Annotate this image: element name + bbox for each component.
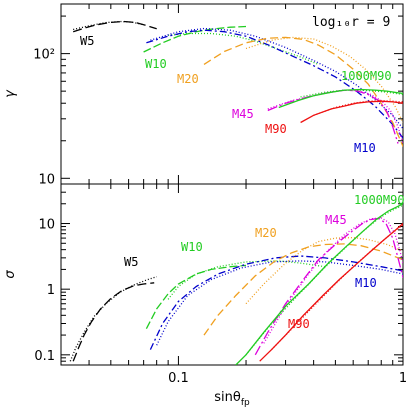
series-dotted-w5 xyxy=(73,20,144,31)
series-line-m10 xyxy=(149,255,403,350)
series-dotted-m45 xyxy=(267,89,403,144)
series-label-m90: M90 xyxy=(265,122,287,136)
series-label-1000m90: 1000M90 xyxy=(354,193,405,207)
series-label-w5: W5 xyxy=(124,255,138,269)
series-line-w10 xyxy=(145,264,247,329)
plot-frame xyxy=(60,3,404,185)
y-tick-label: 10 xyxy=(38,218,55,233)
series-dotted-w10 xyxy=(168,32,319,66)
series-label-m10: M10 xyxy=(355,276,377,290)
series-dotted-1000m90 xyxy=(300,89,403,98)
series-dotted-1000m90 xyxy=(245,204,403,356)
series-line-w5 xyxy=(72,282,155,362)
panel-sigma: 0.1 1 10 0.1 1 σ sinθfp W5 W10 M10 M20 M45 1000M90 M9… xyxy=(3,183,407,408)
series-line-m90 xyxy=(259,223,403,362)
series-line-m10 xyxy=(146,29,403,139)
series-line-m20 xyxy=(203,36,403,147)
panel-annotation: log₁₀r = 9 xyxy=(312,15,390,30)
y-tick-label: 10 xyxy=(38,172,55,187)
y-axis-label: σ xyxy=(3,270,18,279)
plot-area xyxy=(69,203,403,365)
series-line-1000m90 xyxy=(278,88,403,109)
y-axis-label: γ xyxy=(3,89,18,98)
x-tick-label: 0.1 xyxy=(168,371,189,386)
series-dotted-w5 xyxy=(69,276,157,362)
series-line-m20 xyxy=(203,243,403,336)
y-tick-label: 0.1 xyxy=(34,349,55,364)
series-dotted-m20 xyxy=(245,236,403,305)
series-dotted-w10 xyxy=(167,260,326,300)
series-label-m45: M45 xyxy=(325,213,347,227)
series-dotted-m90 xyxy=(271,224,403,351)
series-label-w10: W10 xyxy=(145,57,167,71)
x-axis-label: sinθfp xyxy=(214,390,250,408)
series-label-w10: W10 xyxy=(181,240,203,254)
series-line-1000m90 xyxy=(235,203,403,365)
series-label-m90: M90 xyxy=(288,317,310,331)
y-tick-label: 1 xyxy=(47,283,55,298)
x-tick-label: 1 xyxy=(399,371,407,386)
series-line-w10 xyxy=(143,25,247,53)
series-dotted-m90 xyxy=(313,99,403,116)
panel-gamma: 10 10² γ log₁₀r = 9 W5 W10 M10 M20 M45 1000M90 M90 xyxy=(3,3,404,187)
series-label-m20: M20 xyxy=(177,72,199,86)
plot-frame xyxy=(60,183,404,366)
series-line-m45 xyxy=(267,89,399,144)
series-label-w5: W5 xyxy=(80,34,94,48)
series-label-m20: M20 xyxy=(255,226,277,240)
series-label-m45: M45 xyxy=(232,107,254,121)
series-dotted-m10 xyxy=(156,260,403,346)
series-label-m10: M10 xyxy=(354,141,376,155)
series-line-w5 xyxy=(73,20,157,33)
plot-area xyxy=(73,20,403,147)
series-line-m45 xyxy=(254,217,403,356)
y-tick-label: 10² xyxy=(33,48,55,63)
series-dotted-m45 xyxy=(263,217,403,344)
series-label-1000m90: 1000M90 xyxy=(341,69,392,83)
